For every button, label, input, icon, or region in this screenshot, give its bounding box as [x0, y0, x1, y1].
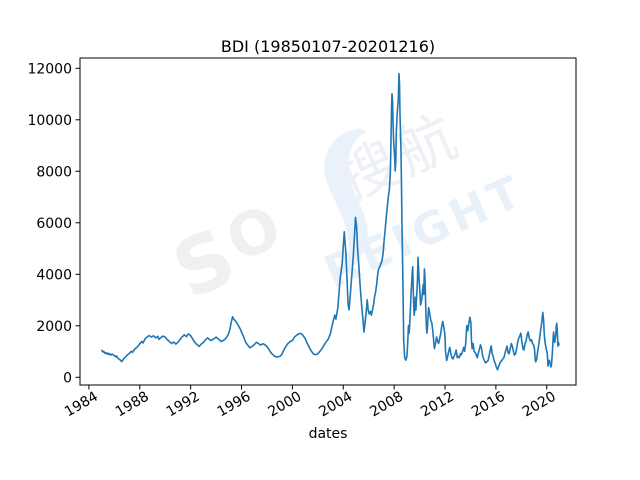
x-tick-label: 2020 — [520, 389, 559, 421]
y-tick-label: 2000 — [36, 319, 72, 335]
x-tick-label: 2016 — [469, 389, 508, 421]
x-axis-label: dates — [308, 426, 348, 442]
x-tick-label: 1992 — [164, 389, 203, 421]
x-tick-label: 2008 — [367, 389, 406, 421]
axes-spines — [79, 57, 577, 386]
axis-ticks: 1984 1988 1992 1996 2000 2004 2008 2012 2016 2020… — [27, 61, 558, 420]
x-tick-label: 2012 — [418, 389, 457, 421]
x-tick-label: 1988 — [113, 389, 152, 421]
y-tick-label: 4000 — [36, 267, 72, 283]
y-tick-label: 0 — [63, 370, 72, 386]
x-tick-label: 1996 — [215, 389, 254, 421]
bdi-series-line — [101, 72, 560, 371]
chart-title: BDI (19850107-20201216) — [220, 37, 436, 56]
x-tick-label: 1984 — [62, 389, 101, 421]
y-tick-label: 8000 — [36, 164, 72, 180]
y-tick-label: 10000 — [27, 113, 72, 129]
y-tick-label: 12000 — [27, 61, 72, 77]
x-tick-label: 2004 — [316, 389, 355, 421]
x-tick-label: 2000 — [266, 389, 305, 421]
y-tick-label: 6000 — [36, 216, 72, 232]
